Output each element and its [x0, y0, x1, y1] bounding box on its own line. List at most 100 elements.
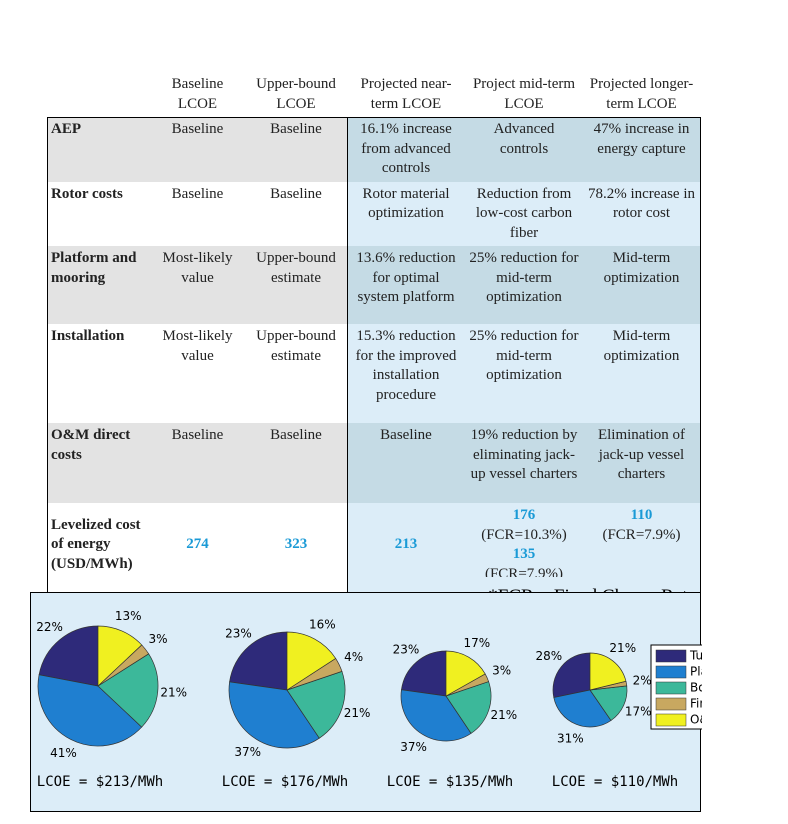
cell: 176 (FCR=10.3%) 135 (FCR=7.9%): [465, 503, 583, 587]
slice-label: 22%: [36, 620, 63, 634]
cell: 15.3% reduction for the improved install…: [347, 324, 465, 423]
pie-slice: [445, 650, 486, 697]
slice-label: 3%: [149, 632, 168, 646]
cell: Baseline: [347, 423, 465, 503]
slice-label: 17%: [463, 636, 490, 650]
cell: Baseline: [150, 181, 245, 246]
slice-label: 23%: [225, 627, 252, 641]
slice-label: 21%: [490, 708, 517, 722]
legend-label: Turbine: [689, 649, 702, 663]
cell: Advanced controls: [465, 117, 583, 182]
column-header: Upper-bound LCOE: [256, 76, 336, 112]
legend-label: Platform: [690, 665, 702, 679]
legend-swatch: [655, 665, 687, 679]
slice-label: 4%: [344, 650, 363, 664]
slice-label: 37%: [234, 745, 261, 759]
pie-caption: LCOE = $213/MWh: [37, 774, 163, 790]
table-row: AEP Baseline Baseline 16.1% increase from a…: [47, 117, 700, 182]
pie-slice: [97, 625, 143, 687]
slice-label: 21%: [344, 706, 371, 720]
cell: Mid-term optimization: [583, 324, 700, 423]
pie-slice: [286, 670, 346, 739]
legend-label: Financial: [690, 697, 702, 711]
lcoe-value: 110: [630, 507, 653, 523]
slice-label: 31%: [557, 732, 584, 746]
column-header: Projected near-term LCOE: [360, 76, 452, 112]
pie-slice: [552, 652, 591, 698]
cell: Upper-bound estimate: [245, 324, 347, 423]
border: [700, 117, 701, 592]
legend-label: O&M: [690, 713, 702, 727]
cell: 110 (FCR=7.9%): [583, 503, 700, 587]
lcoe-value: 176: [512, 507, 536, 523]
cell: Mid-term optimization: [583, 246, 700, 324]
table-row: Rotor costs Baseline Baseline Rotor materia…: [47, 181, 700, 246]
lcoe-value: 274: [186, 536, 209, 553]
cell: 213: [347, 503, 465, 587]
row-label: Levelized cost of energy (USD/MWh): [47, 503, 150, 587]
corner-cell: [47, 50, 150, 117]
cell: Baseline: [245, 181, 347, 246]
border: [347, 117, 348, 592]
slice-label: 16%: [309, 617, 336, 631]
legend-label: BoS: [690, 681, 702, 695]
column-header: Baseline LCOE: [171, 76, 224, 112]
slice-label: 13%: [115, 609, 142, 623]
legend-swatch: [655, 697, 687, 711]
pie-panel: 22% 41% 21% 3% 13% LCOE = $213/MWh 23% 37% 21% 4%…: [30, 592, 702, 812]
row-label: Platform and mooring: [47, 246, 150, 324]
cell: Baseline: [150, 117, 245, 182]
slice-label: 21%: [160, 686, 187, 700]
cell: Reduction from low-cost carbon fiber: [465, 181, 583, 246]
slice-label: 3%: [492, 664, 511, 678]
pie-slice: [229, 631, 288, 691]
border: [47, 117, 48, 592]
table-row: O&M direct costs Baseline Baseline Baseline…: [47, 423, 700, 503]
row-label: Rotor costs: [47, 181, 150, 246]
slice-label: 17%: [625, 705, 652, 719]
cell: 47% increase in energy capture: [583, 117, 700, 182]
lcoe-value: 135: [512, 546, 536, 562]
comparison-table: Baseline LCOE Upper-bound LCOE Projected n…: [47, 50, 700, 587]
table-row: Installation Most-likely value Upper-bound…: [47, 324, 700, 423]
fcr-note: (FCR=10.3%): [481, 526, 567, 543]
pie-slice: [38, 625, 99, 687]
pie-slice: [400, 689, 472, 742]
pie-caption: LCOE = $135/MWh: [387, 774, 513, 790]
cell: 19% reduction by eliminating jack-up ves…: [465, 423, 583, 503]
slice-label: 23%: [393, 642, 420, 656]
cell: 13.6% reduction for optimal system platf…: [347, 246, 465, 324]
cell: 274: [150, 503, 245, 587]
pie-slice: [445, 681, 492, 734]
cell: Rotor material optimization: [347, 181, 465, 246]
pie-slice: [553, 689, 612, 728]
lcoe-value: 323: [284, 536, 308, 553]
column-header: Project mid-term LCOE: [472, 76, 576, 112]
cell: 323: [245, 503, 347, 587]
pie-caption: LCOE = $110/MWh: [552, 774, 678, 790]
cell: 78.2% increase in rotor cost: [583, 181, 700, 246]
cell: Baseline: [150, 423, 245, 503]
slice-label: 21%: [609, 641, 636, 655]
cell: 25% reduction for mid-term optimization: [465, 324, 583, 423]
row-label: AEP: [47, 117, 150, 182]
column-header: Projected longer-term LCOE: [589, 76, 694, 112]
legend-swatch: [655, 681, 687, 695]
border: [47, 117, 701, 118]
slice-label: 2%: [633, 673, 652, 687]
cell: Baseline: [245, 423, 347, 503]
cell: Upper-bound estimate: [245, 246, 347, 324]
pie-caption: LCOE = $176/MWh: [222, 774, 348, 790]
pie-slice: [286, 631, 337, 691]
cell: Most-likely value: [150, 324, 245, 423]
cell: 25% reduction for mid-term optimization: [465, 246, 583, 324]
pie-slice: [228, 681, 320, 749]
cell: Baseline: [245, 117, 347, 182]
row-label: O&M direct costs: [47, 423, 150, 503]
slice-label: 28%: [536, 649, 563, 663]
pie-slice: [97, 653, 159, 728]
table-row: Platform and mooring Most-likely value Upp…: [47, 246, 700, 324]
slice-label: 41%: [50, 746, 77, 760]
cell: 16.1% increase from advanced controls: [347, 117, 465, 182]
